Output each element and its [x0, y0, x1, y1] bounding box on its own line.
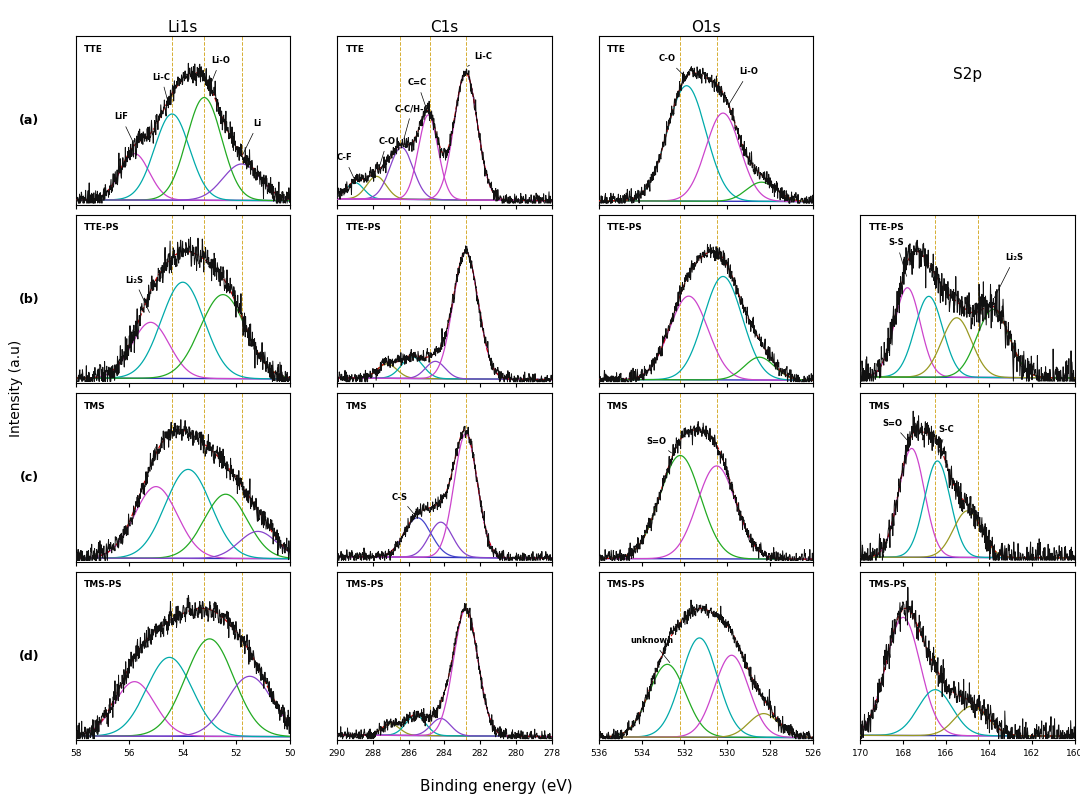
Text: TMS-PS: TMS-PS: [868, 580, 907, 589]
Text: S-C: S-C: [939, 425, 954, 455]
Text: TTE: TTE: [346, 44, 365, 54]
Text: TMS-PS: TMS-PS: [346, 580, 384, 589]
Text: TTE-PS: TTE-PS: [84, 223, 120, 232]
Text: TTE-PS: TTE-PS: [868, 223, 905, 232]
Text: S=O: S=O: [882, 419, 909, 443]
Title: O1s: O1s: [691, 20, 720, 36]
Text: (b): (b): [18, 293, 40, 306]
Text: TMS: TMS: [607, 402, 629, 411]
Text: Li-C: Li-C: [468, 52, 492, 66]
Text: TMS-PS: TMS-PS: [84, 580, 123, 589]
Text: Li: Li: [243, 119, 262, 155]
Text: LiF: LiF: [114, 112, 133, 142]
Text: Li₂S: Li₂S: [125, 276, 149, 312]
Text: TTE: TTE: [84, 44, 103, 54]
Text: C-C/H-C: C-C/H-C: [394, 104, 430, 138]
Text: C-S: C-S: [392, 493, 416, 516]
Text: Li-O: Li-O: [211, 56, 230, 84]
Text: Binding energy (eV): Binding energy (eV): [420, 779, 573, 794]
Text: S-S: S-S: [889, 239, 906, 277]
Text: TTE-PS: TTE-PS: [607, 223, 643, 232]
Text: Li-C: Li-C: [152, 73, 171, 104]
Text: unknown: unknown: [631, 637, 674, 663]
Text: C-O: C-O: [379, 137, 395, 168]
Text: TMS: TMS: [346, 402, 367, 411]
Text: Li-O: Li-O: [729, 67, 758, 104]
Text: TMS: TMS: [868, 402, 891, 411]
Text: TMS: TMS: [84, 402, 106, 411]
Text: S=O: S=O: [647, 437, 672, 453]
Text: C=C: C=C: [408, 78, 428, 106]
Text: TTE-PS: TTE-PS: [346, 223, 381, 232]
Text: C-F: C-F: [337, 153, 354, 178]
Text: TTE: TTE: [607, 44, 626, 54]
Text: (c): (c): [21, 471, 40, 484]
Text: Li₂S: Li₂S: [995, 253, 1024, 298]
Text: TMS-PS: TMS-PS: [607, 580, 646, 589]
Title: Li1s: Li1s: [167, 20, 198, 36]
Text: C-O: C-O: [659, 54, 685, 76]
Title: C1s: C1s: [430, 20, 458, 36]
Text: (a): (a): [19, 114, 40, 127]
Text: S2p: S2p: [953, 66, 982, 82]
Text: Intensity (a.u): Intensity (a.u): [10, 340, 23, 437]
Text: (d): (d): [18, 650, 40, 663]
